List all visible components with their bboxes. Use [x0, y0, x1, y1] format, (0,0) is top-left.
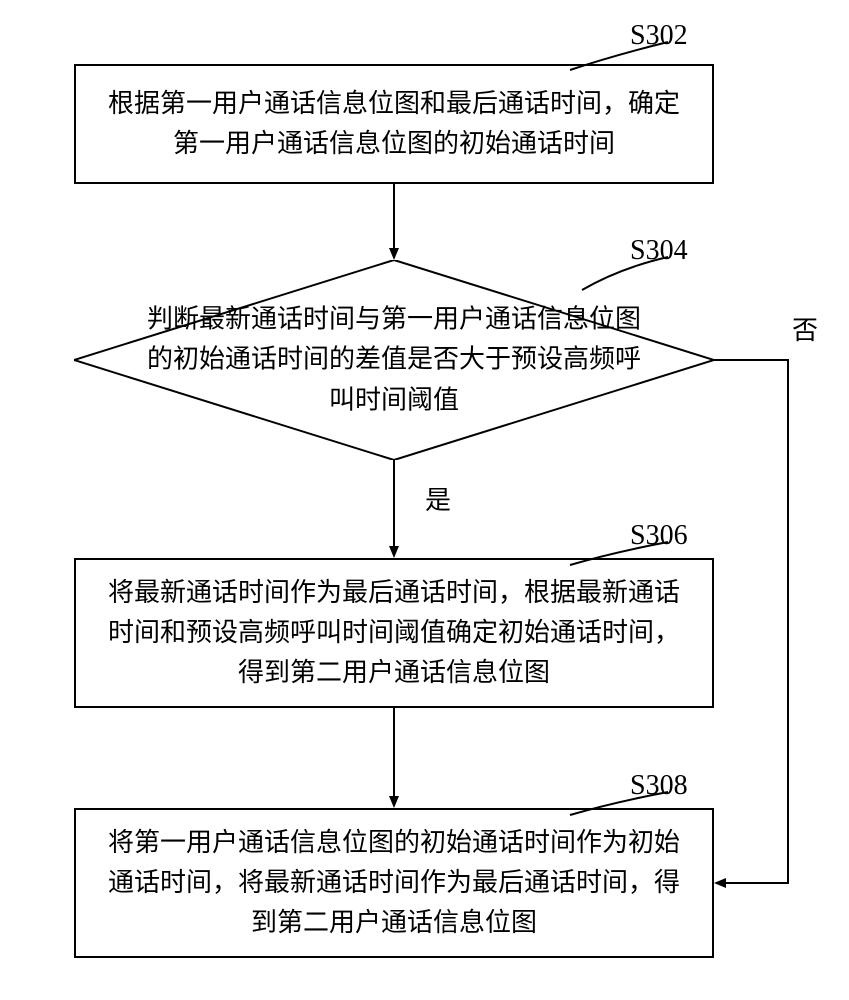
label-s302: S302	[630, 20, 688, 52]
edge-yes-label: 是	[425, 480, 451, 517]
node-s302-text: 根据第一用户通话信息位图和最后通话时间，确定第一用户通话信息位图的初始通话时间	[96, 84, 692, 165]
node-s304-text: 判断最新通话时间与第一用户通话信息位图的初始通话时间的差值是否大于预设高频呼叫时…	[138, 300, 650, 421]
label-s304: S304	[630, 235, 688, 267]
node-s304: 判断最新通话时间与第一用户通话信息位图的初始通话时间的差值是否大于预设高频呼叫时…	[74, 260, 714, 460]
label-s306: S306	[630, 520, 688, 552]
label-s308: S308	[630, 770, 688, 802]
edge-no-label: 否	[792, 310, 818, 347]
node-s308: 将第一用户通话信息位图的初始通话时间作为初始通话时间，将最新通话时间作为最后通话…	[74, 808, 714, 958]
arrow-s304-s308-no	[714, 360, 788, 883]
node-s306: 将最新通话时间作为最后通话时间，根据最新通话时间和预设高频呼叫时间阈值确定初始通…	[74, 558, 714, 708]
node-s306-text: 将最新通话时间作为最后通话时间，根据最新通话时间和预设高频呼叫时间阈值确定初始通…	[96, 573, 692, 694]
node-s302: 根据第一用户通话信息位图和最后通话时间，确定第一用户通话信息位图的初始通话时间	[74, 64, 714, 184]
node-s308-text: 将第一用户通话信息位图的初始通话时间作为初始通话时间，将最新通话时间作为最后通话…	[96, 823, 692, 944]
flowchart-canvas: 根据第一用户通话信息位图和最后通话时间，确定第一用户通话信息位图的初始通话时间 …	[0, 0, 849, 1000]
